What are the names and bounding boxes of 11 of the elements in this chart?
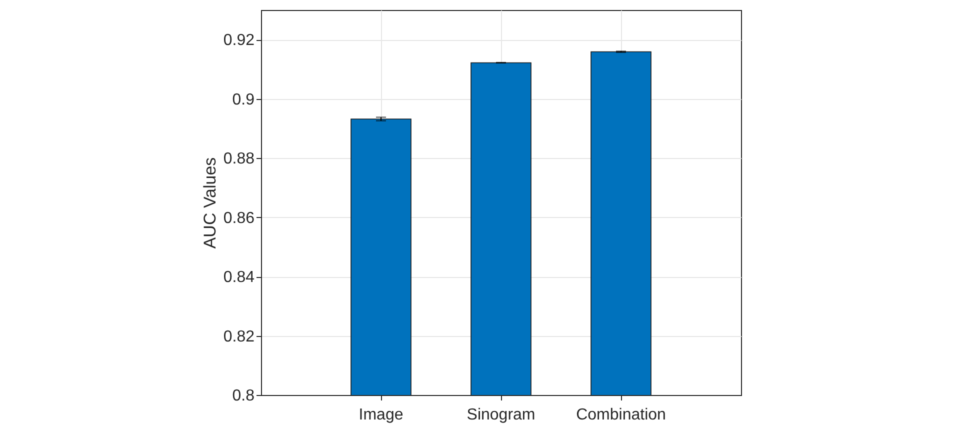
y-tick-label: 0.92 (223, 32, 255, 50)
y-tick-label: 0.9 (232, 91, 255, 108)
y-tick-label: 0.8 (232, 388, 255, 404)
y-tick-label: 0.86 (223, 210, 255, 227)
x-tick-label: Combination (576, 406, 666, 424)
x-tick-label: Image (358, 406, 404, 424)
y-tick-label: 0.82 (223, 328, 255, 346)
y-axis-title: AUC Values (200, 157, 220, 249)
y-tick-label: 0.88 (223, 150, 255, 168)
x-tick-label: Sinogram (466, 406, 536, 424)
y-tick-label: 0.84 (223, 269, 255, 286)
